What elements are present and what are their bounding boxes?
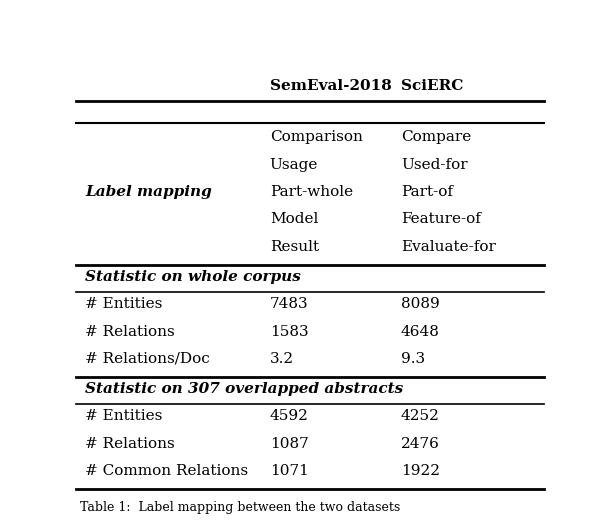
Text: # Relations/Doc: # Relations/Doc [85,352,210,366]
Text: Usage: Usage [270,158,318,172]
Text: 1071: 1071 [270,464,309,478]
Text: 4648: 4648 [401,325,440,338]
Text: Statistic on whole corpus: Statistic on whole corpus [85,270,301,284]
Text: # Entities: # Entities [85,297,162,311]
Text: Result: Result [270,240,319,254]
Text: 1583: 1583 [270,325,309,338]
Text: 4252: 4252 [401,409,440,423]
Text: 8089: 8089 [401,297,440,311]
Text: # Relations: # Relations [85,436,175,450]
Text: 1087: 1087 [270,436,309,450]
Text: Model: Model [270,212,318,227]
Text: # Entities: # Entities [85,409,162,423]
Text: Comparison: Comparison [270,130,362,145]
Text: Label mapping: Label mapping [85,185,211,199]
Text: Feature-of: Feature-of [401,212,481,227]
Text: 7483: 7483 [270,297,309,311]
Text: SemEval-2018: SemEval-2018 [270,79,391,93]
Text: Used-for: Used-for [401,158,467,172]
Text: 3.2: 3.2 [270,352,294,366]
Text: # Relations: # Relations [85,325,175,338]
Text: Compare: Compare [401,130,471,145]
Text: 9.3: 9.3 [401,352,425,366]
Text: Evaluate-for: Evaluate-for [401,240,496,254]
Text: # Common Relations: # Common Relations [85,464,248,478]
Text: Statistic on 307 overlapped abstracts: Statistic on 307 overlapped abstracts [85,382,403,396]
Text: SciERC: SciERC [401,79,463,93]
Text: 4592: 4592 [270,409,309,423]
Text: Part-of: Part-of [401,185,453,199]
Text: Table 1:  Label mapping between the two datasets: Table 1: Label mapping between the two d… [80,501,400,514]
Text: 2476: 2476 [401,436,440,450]
Text: 1922: 1922 [401,464,440,478]
Text: Part-whole: Part-whole [270,185,353,199]
